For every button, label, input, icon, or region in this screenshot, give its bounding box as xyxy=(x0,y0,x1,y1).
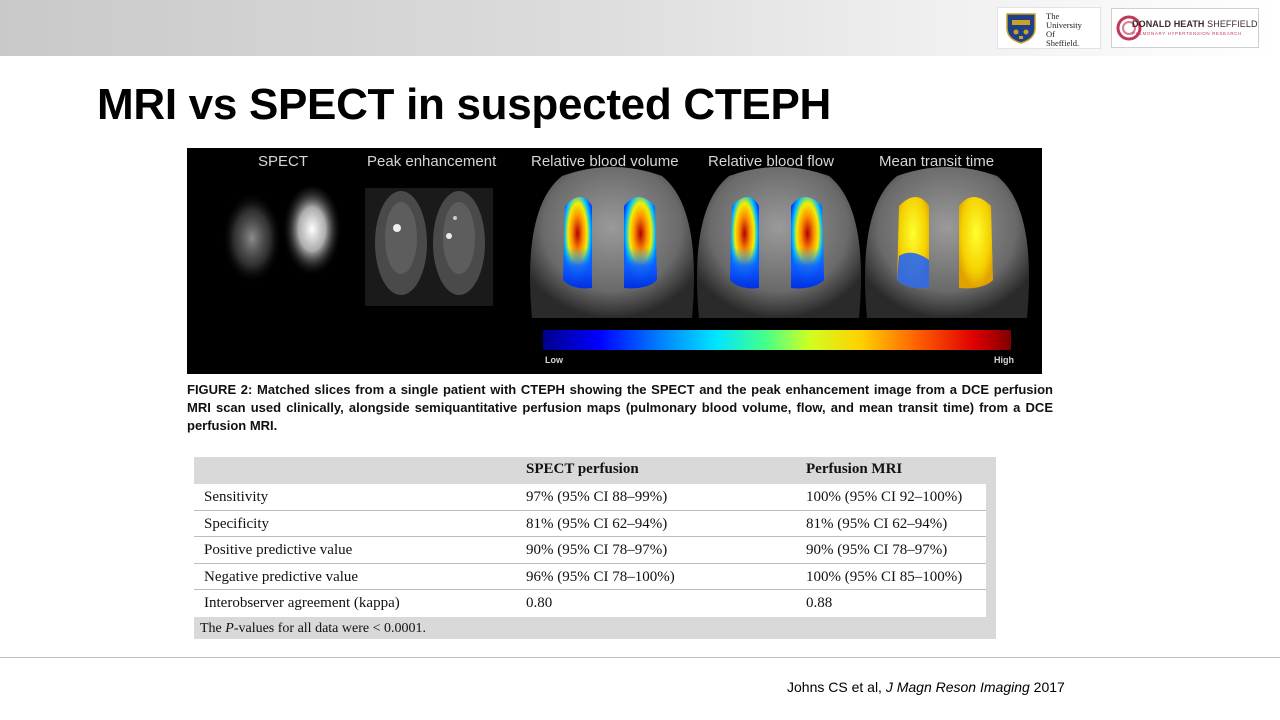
partner-logo-name-bold: DONALD HEATH xyxy=(1132,19,1205,29)
cell-mri: 100% (95% CI 92–100%) xyxy=(806,489,963,505)
panel-label-blood-volume: Relative blood volume xyxy=(531,153,679,170)
cell-metric: Specificity xyxy=(204,516,269,532)
university-of-sheffield-logo: The University Of Sheffield. xyxy=(997,7,1101,49)
blood-volume-map xyxy=(530,167,694,318)
crest-icon xyxy=(1006,13,1036,44)
citation-year: 2017 xyxy=(1029,679,1065,695)
citation-authors: Johns CS et al, xyxy=(787,679,886,695)
partner-logo-name-light: SHEFFIELD xyxy=(1204,19,1258,29)
header-spect: SPECT perfusion xyxy=(526,461,639,477)
cell-metric: Positive predictive value xyxy=(204,542,353,558)
blood-flow-map xyxy=(697,167,861,318)
table-header: SPECT perfusion Perfusion MRI xyxy=(194,457,996,484)
citation: Johns CS et al, J Magn Reson Imaging 201… xyxy=(787,679,1065,695)
spect-left-lung xyxy=(222,192,282,284)
cell-spect: 0.80 xyxy=(526,595,553,611)
colorbar-high-label: High xyxy=(994,355,1014,365)
slide-title: MRI vs SPECT in suspected CTEPH xyxy=(97,80,831,129)
results-table: SPECT perfusion Perfusion MRI Sensitivit… xyxy=(194,457,996,639)
heart-swirl-icon xyxy=(1116,15,1142,41)
cell-spect: 81% (95% CI 62–94%) xyxy=(526,516,668,532)
panel-label-blood-flow: Relative blood flow xyxy=(708,153,834,170)
table-row: Specificity 81% (95% CI 62–94%) 81% (95%… xyxy=(194,510,986,536)
partner-logo-name: DONALD HEATH SHEFFIELD xyxy=(1132,19,1258,29)
colorbar-low-label: Low xyxy=(545,355,563,365)
table-row: Interobserver agreement (kappa) 0.80 0.8… xyxy=(194,589,986,615)
scan-images xyxy=(222,167,1029,318)
cell-mri: 0.88 xyxy=(806,595,833,611)
cell-mri: 81% (95% CI 62–94%) xyxy=(806,516,948,532)
partner-logo-subtitle: PULMONARY HYPERTENSION RESEARCH xyxy=(1132,31,1242,36)
cell-mri: 90% (95% CI 78–97%) xyxy=(806,542,948,558)
panel-label-spect: SPECT xyxy=(258,153,309,170)
footnote-p-italic: P xyxy=(225,621,234,636)
table-row: Sensitivity 97% (95% CI 88–99%) 100% (95… xyxy=(194,484,986,510)
panel-label-peak-enhancement: Peak enhancement xyxy=(367,153,497,170)
university-logo-text: The University Of Sheffield. xyxy=(1046,11,1082,48)
cell-mri: 100% (95% CI 85–100%) xyxy=(806,569,963,585)
panel-label-mean-transit-time: Mean transit time xyxy=(879,153,995,170)
table-row: Negative predictive value 96% (95% CI 78… xyxy=(194,563,986,589)
donald-heath-logo: DONALD HEATH SHEFFIELD PULMONARY HYPERTE… xyxy=(1111,8,1259,48)
cell-metric: Negative predictive value xyxy=(204,569,359,585)
cell-spect: 90% (95% CI 78–97%) xyxy=(526,542,668,558)
footer-divider xyxy=(0,657,1280,658)
perfusion-figure: SPECT Peak enhancement Relative blood vo… xyxy=(187,148,1042,374)
mean-transit-time-map xyxy=(865,167,1029,318)
table-body: Sensitivity 97% (95% CI 88–99%) 100% (95… xyxy=(194,484,986,617)
cell-spect: 96% (95% CI 78–100%) xyxy=(526,569,675,585)
spect-right-lung xyxy=(282,186,342,282)
top-banner: The University Of Sheffield. DONALD HEAT… xyxy=(0,0,1280,56)
footnote-suffix: -values for all data were < 0.0001. xyxy=(233,621,426,636)
cell-spect: 97% (95% CI 88–99%) xyxy=(526,489,668,505)
cell-metric: Sensitivity xyxy=(204,489,269,505)
citation-journal: J Magn Reson Imaging xyxy=(885,679,1030,695)
cell-metric: Interobserver agreement (kappa) xyxy=(204,595,400,611)
colorbar xyxy=(543,330,1011,350)
figure-caption: FIGURE 2: Matched slices from a single p… xyxy=(187,382,1053,433)
peak-enhancement-image xyxy=(365,188,493,306)
table-footnote: The P-values for all data were < 0.0001. xyxy=(200,621,426,637)
header-mri: Perfusion MRI xyxy=(806,461,903,477)
footnote-prefix: The xyxy=(200,621,226,636)
table-row: Positive predictive value 90% (95% CI 78… xyxy=(194,536,986,562)
